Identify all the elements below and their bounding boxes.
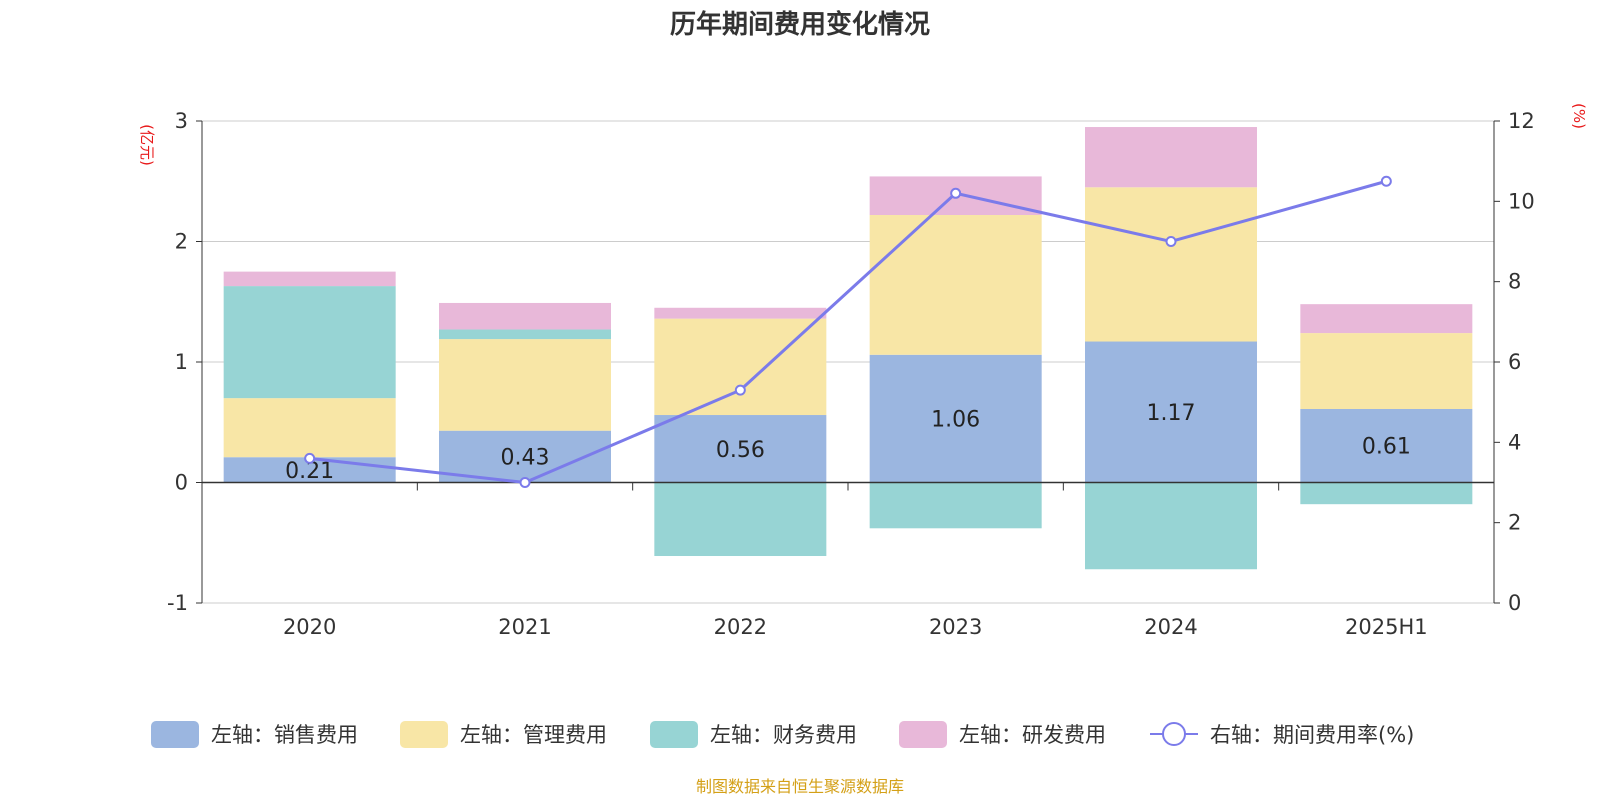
bar-finance-2022 — [654, 482, 827, 557]
bar-rd-2021 — [439, 302, 611, 330]
x-axis-tick-label: 2025H1 — [1345, 615, 1428, 639]
bar-rd-2020 — [223, 271, 396, 287]
bar-admin-2025H1 — [1300, 333, 1473, 409]
bar-rd-2022 — [654, 307, 827, 319]
legend-label-admin: 左轴：管理费用 — [460, 723, 607, 747]
legend-swatch-sales — [151, 721, 199, 748]
bar-finance-2020 — [223, 286, 396, 399]
data-label-sales: 0.61 — [1362, 435, 1411, 460]
rate-point — [734, 384, 746, 396]
data-labels: 0.210.43 0.561.06 1.170.61 — [285, 401, 1411, 484]
bar-finance-2025H1 — [1300, 482, 1473, 505]
bar-admin-2024 — [1085, 187, 1257, 342]
rate-point — [1380, 175, 1392, 187]
bars — [223, 127, 1473, 570]
right-axis-tick-label: 10 — [1508, 189, 1535, 213]
data-label-sales: 0.43 — [501, 446, 550, 471]
x-axis-tick-label: 2024 — [1144, 615, 1197, 639]
chart-title: 历年期间费用变化情况 — [670, 9, 930, 40]
grid-lines — [202, 120, 1494, 604]
bar-sales-2024 — [1085, 341, 1257, 483]
bar-finance-2024 — [1085, 482, 1257, 570]
rate-polyline — [309, 179, 1387, 485]
bar-finance-2023 — [869, 482, 1042, 529]
left-axis-tick-label: 1 — [175, 350, 188, 374]
bar-admin-2022 — [654, 318, 827, 416]
bar-sales-2022 — [654, 415, 827, 483]
legend-circle-marker — [1162, 722, 1186, 746]
legend-swatch-admin — [400, 721, 448, 748]
legend-label-rd: 左轴：研发费用 — [959, 723, 1106, 747]
rate-point — [304, 452, 316, 464]
rate-point — [950, 187, 962, 199]
legend-label-sales: 左轴：销售费用 — [211, 723, 358, 747]
bar-rd-2024 — [1085, 127, 1257, 188]
x-axis-tick-label: 2020 — [283, 615, 336, 639]
x-axis-tick-label: 2021 — [498, 615, 551, 639]
legend-swatch-finance — [650, 721, 698, 748]
left-axis-unit: (亿元) — [138, 124, 156, 166]
data-label-sales: 1.17 — [1147, 401, 1196, 426]
data-label-sales: 0.56 — [716, 438, 765, 463]
right-axis-tick-label: 0 — [1508, 591, 1521, 615]
rate-line — [304, 175, 1392, 488]
bar-finance-2021 — [439, 329, 611, 340]
legend-swatch-rd — [899, 721, 947, 748]
bar-sales-2023 — [869, 354, 1042, 483]
left-axis-tick-label: 0 — [175, 471, 188, 495]
x-axis-tick-label: 2023 — [929, 615, 982, 639]
left-axis-tick-label: 3 — [175, 109, 188, 133]
legend-label-finance: 左轴：财务费用 — [710, 723, 857, 747]
rate-point — [519, 477, 531, 488]
right-axis-tick-label: 6 — [1508, 350, 1521, 374]
data-source: 制图数据来自恒生聚源数据库 — [696, 777, 904, 796]
bar-admin-2023 — [869, 214, 1042, 355]
right-axis-tick-label: 12 — [1508, 109, 1535, 133]
right-axis-tick-label: 2 — [1508, 511, 1521, 535]
right-axis-unit: (%) — [1570, 103, 1588, 129]
left-axis-tick-label: -1 — [167, 591, 188, 615]
data-label-sales: 1.06 — [931, 408, 980, 433]
bar-admin-2021 — [439, 339, 611, 431]
right-axis-tick-label: 8 — [1508, 270, 1521, 294]
bar-admin-2020 — [223, 398, 396, 458]
right-axis-tick-label: 4 — [1508, 430, 1521, 454]
bar-rd-2025H1 — [1300, 304, 1473, 334]
bar-sales-2025H1 — [1300, 408, 1473, 483]
left-axis-tick-label: 2 — [175, 230, 188, 254]
rate-point — [1165, 236, 1177, 247]
legend-label-rate: 右轴：期间费用率(%) — [1210, 723, 1414, 747]
legend: 左轴：销售费用 左轴：管理费用 左轴：财务费用 左轴：研发费用 右轴：期间费用率(%) — [151, 721, 1414, 748]
x-axis-tick-label: 2022 — [714, 615, 767, 639]
